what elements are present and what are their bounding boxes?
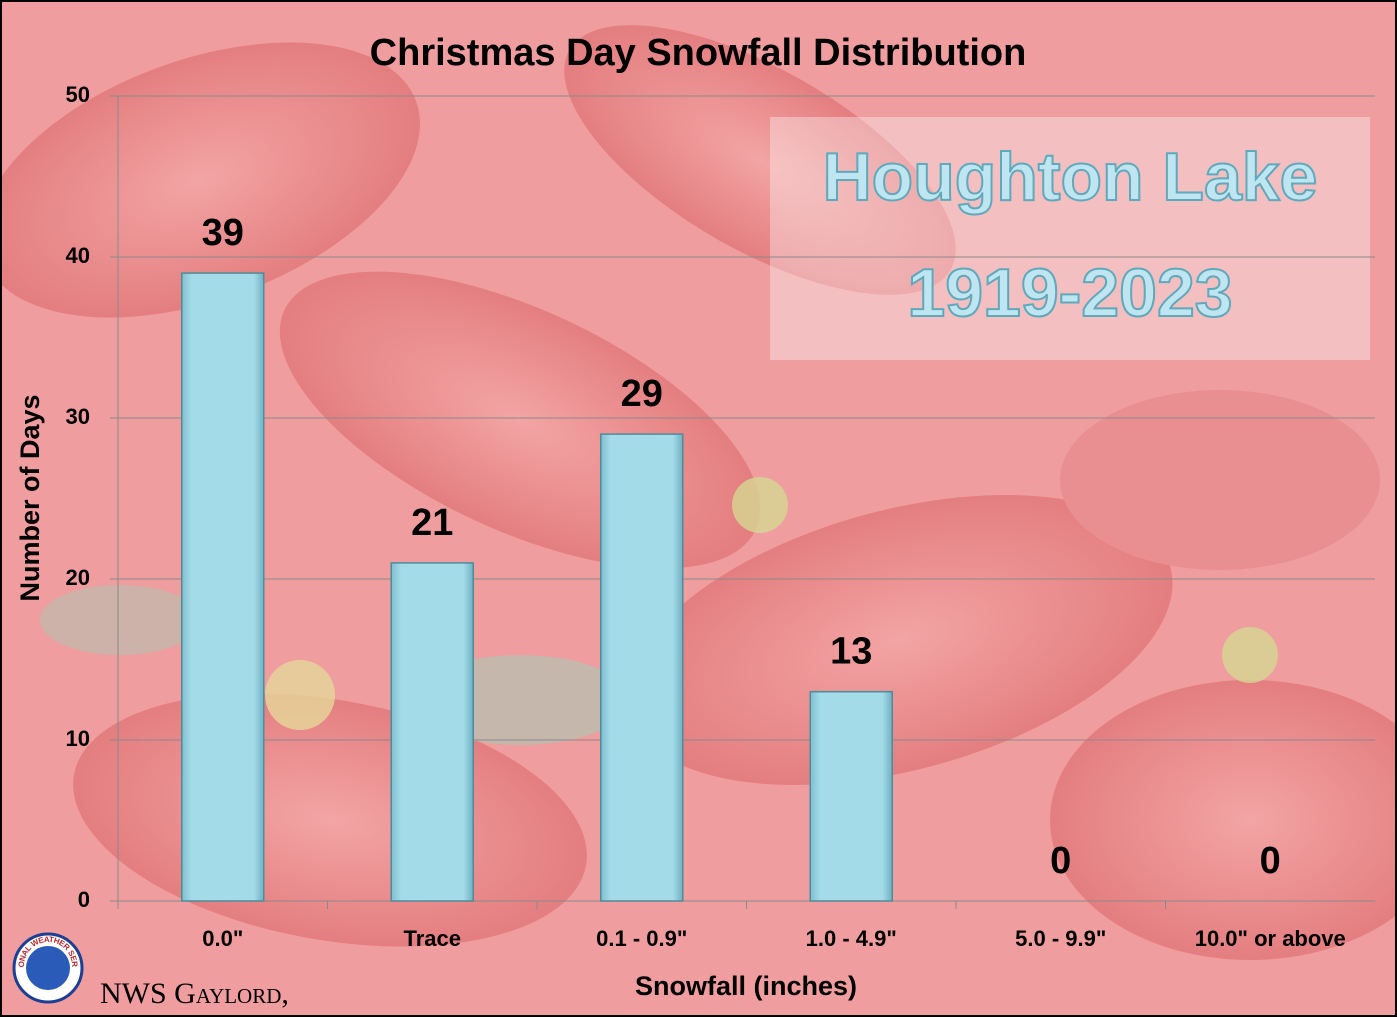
y-tick-label: 10 (66, 726, 90, 751)
value-label: 0 (1260, 840, 1281, 882)
bar (390, 562, 474, 902)
annotation: 1919-2023 (907, 255, 1232, 331)
bar (809, 690, 893, 902)
value-label: 0 (1050, 840, 1071, 882)
x-tick-label: 1.0 - 4.9" (806, 926, 897, 951)
x-tick-label: 0.1 - 0.9" (596, 926, 687, 951)
value-label: 39 (202, 212, 244, 254)
y-tick-label: 0 (78, 887, 90, 912)
y-tick-label: 50 (66, 82, 90, 107)
value-label: 29 (621, 373, 663, 415)
x-tick-label: 10.0" or above (1195, 926, 1346, 951)
y-tick-label: 30 (66, 404, 90, 429)
x-tick-label: 0.0" (202, 926, 243, 951)
value-label: 21 (411, 502, 453, 544)
annotation: Houghton Lake (823, 139, 1318, 215)
y-tick-label: 20 (66, 565, 90, 590)
footer: NWS Gaylord, (100, 977, 289, 1010)
y-tick-label: 40 (66, 243, 90, 268)
chart-title: Christmas Day Snowfall Distribution (370, 32, 1027, 74)
x-axis-title: Snowfall (inches) (635, 971, 857, 1001)
bar (181, 272, 265, 902)
y-axis-title: Number of Days (15, 394, 45, 601)
x-tick-label: 5.0 - 9.9" (1015, 926, 1106, 951)
bar (600, 433, 684, 902)
x-tick-label: Trace (404, 926, 462, 951)
value-label: 13 (830, 631, 872, 673)
